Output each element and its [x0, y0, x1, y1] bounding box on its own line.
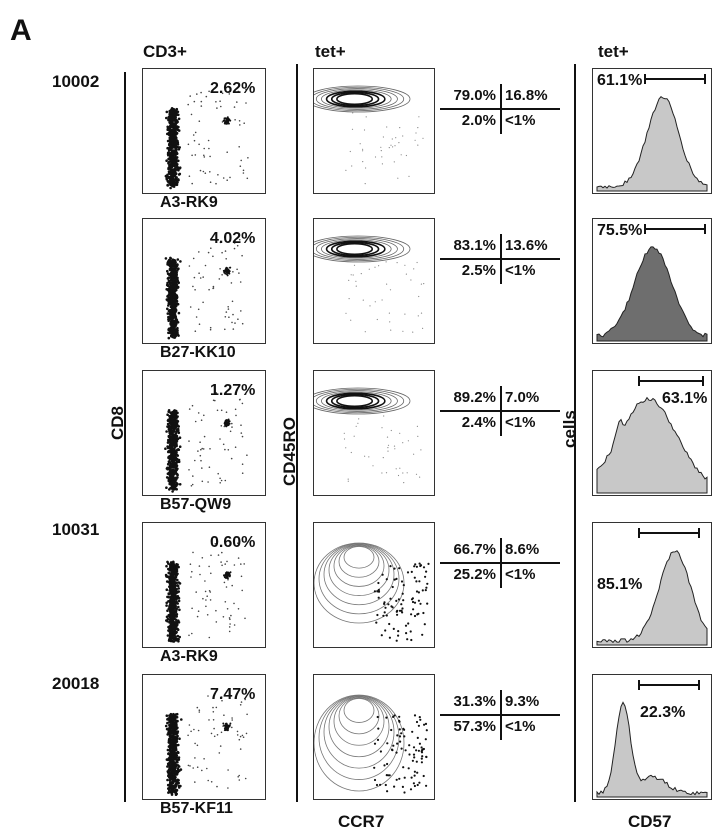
histogram-canvas — [596, 528, 708, 646]
quadrant-vertical-line — [500, 386, 502, 436]
quadrant-tl-value: 66.7% — [453, 541, 496, 558]
cd57-percentage: 22.3% — [640, 704, 686, 721]
cd45ro-axis-bar — [296, 64, 298, 802]
quadrant-br-value: <1% — [505, 566, 536, 583]
cd8-dot-plot — [142, 674, 266, 800]
quadrant-br-value: <1% — [505, 112, 536, 129]
quadrant-bl-value: 25.2% — [453, 566, 496, 583]
cd57-column-header: tet+ — [598, 42, 629, 61]
tetramer-percentage: 1.27% — [210, 382, 256, 399]
sample-id-10002: 10002 — [52, 72, 100, 91]
dot-plot-canvas — [164, 238, 244, 340]
histogram-canvas — [596, 680, 708, 798]
cd57-histogram — [592, 68, 712, 194]
memory-column-header: tet+ — [315, 42, 346, 61]
quadrant-percentages: 66.7% 8.6% 25.2% <1% — [440, 538, 560, 588]
cd57-percentage: 63.1% — [662, 390, 708, 407]
tetramer-percentage: 2.62% — [210, 80, 256, 97]
cd8-dot-plot — [142, 522, 266, 648]
epitope-label: A3-RK9 — [160, 648, 218, 665]
cd8-dot-plot — [142, 218, 266, 344]
cd45ro-axis-label: CD45RO — [280, 417, 299, 486]
cd57-histogram — [592, 218, 712, 344]
quadrant-vertical-line — [500, 84, 502, 134]
quadrant-percentages: 79.0% 16.8% 2.0% <1% — [440, 84, 560, 134]
epitope-label: B57-KF11 — [160, 800, 233, 817]
quadrant-tl-value: 83.1% — [453, 237, 496, 254]
tetramer-percentage: 4.02% — [210, 230, 256, 247]
quadrant-percentages: 83.1% 13.6% 2.5% <1% — [440, 234, 560, 284]
quadrant-tr-value: 16.8% — [505, 87, 548, 104]
contour-canvas — [314, 387, 422, 484]
cd57-percentage: 75.5% — [597, 222, 643, 239]
quadrant-bl-value: 57.3% — [453, 718, 496, 735]
cd8-axis-label: CD8 — [108, 405, 127, 440]
dot-plot-canvas — [164, 542, 246, 643]
dot-plot-canvas — [164, 88, 249, 190]
cd57-histogram — [592, 370, 712, 496]
memory-contour-plot — [313, 218, 435, 344]
cd8-dot-plot — [142, 370, 266, 496]
cd57-percentage: 85.1% — [597, 576, 643, 593]
cd8-axis-bar — [124, 72, 126, 802]
quadrant-bl-value: 2.5% — [461, 262, 496, 279]
quadrant-tr-value: 7.0% — [505, 389, 540, 406]
quadrant-tr-value: 9.3% — [505, 693, 540, 710]
cd57-percentage: 61.1% — [597, 72, 643, 89]
sample-id-10031: 10031 — [52, 520, 100, 539]
quadrant-tr-value: 8.6% — [505, 541, 540, 558]
quadrant-br-value: <1% — [505, 262, 536, 279]
quadrant-percentages: 89.2% 7.0% 2.4% <1% — [440, 386, 560, 436]
dot-plot-canvas — [164, 392, 248, 493]
cd57-histogram — [592, 674, 712, 800]
tetramer-percentage: 0.60% — [210, 534, 256, 551]
quadrant-br-value: <1% — [505, 414, 536, 431]
dot-plot-canvas — [164, 695, 248, 796]
quadrant-tl-value: 31.3% — [453, 693, 496, 710]
quadrant-vertical-line — [500, 690, 502, 740]
panel-letter: A — [10, 14, 32, 47]
quadrant-vertical-line — [500, 234, 502, 284]
quadrant-bl-value: 2.4% — [461, 414, 496, 431]
quadrant-br-value: <1% — [505, 718, 536, 735]
quadrant-bl-value: 2.0% — [461, 112, 496, 129]
cd57-histogram — [592, 522, 712, 648]
memory-contour-plot — [313, 522, 435, 648]
cells-axis-bar — [574, 64, 576, 802]
cells-axis-label: cells — [560, 410, 579, 448]
ccr7-axis-label: CCR7 — [338, 812, 385, 831]
sample-id-20018: 20018 — [52, 674, 100, 693]
quadrant-percentages: 31.3% 9.3% 57.3% <1% — [440, 690, 560, 740]
cd8-column-header: CD3+ — [143, 42, 187, 61]
quadrant-tr-value: 13.6% — [505, 237, 548, 254]
epitope-label: B57-QW9 — [160, 496, 232, 513]
histogram-canvas — [596, 74, 708, 192]
histogram-canvas — [596, 376, 708, 494]
epitope-label: A3-RK9 — [160, 194, 218, 211]
contour-canvas — [314, 694, 428, 794]
quadrant-vertical-line — [500, 538, 502, 588]
contour-canvas — [314, 235, 425, 333]
tetramer-percentage: 7.47% — [210, 686, 256, 703]
cd8-dot-plot — [142, 68, 266, 194]
contour-canvas — [314, 542, 430, 642]
memory-contour-plot — [313, 370, 435, 496]
memory-contour-plot — [313, 68, 435, 194]
cd57-axis-label: CD57 — [628, 812, 672, 831]
histogram-canvas — [596, 224, 708, 342]
memory-contour-plot — [313, 674, 435, 800]
quadrant-tl-value: 79.0% — [453, 87, 496, 104]
epitope-label: B27-KK10 — [160, 344, 236, 361]
quadrant-tl-value: 89.2% — [453, 389, 496, 406]
contour-canvas — [314, 85, 424, 185]
